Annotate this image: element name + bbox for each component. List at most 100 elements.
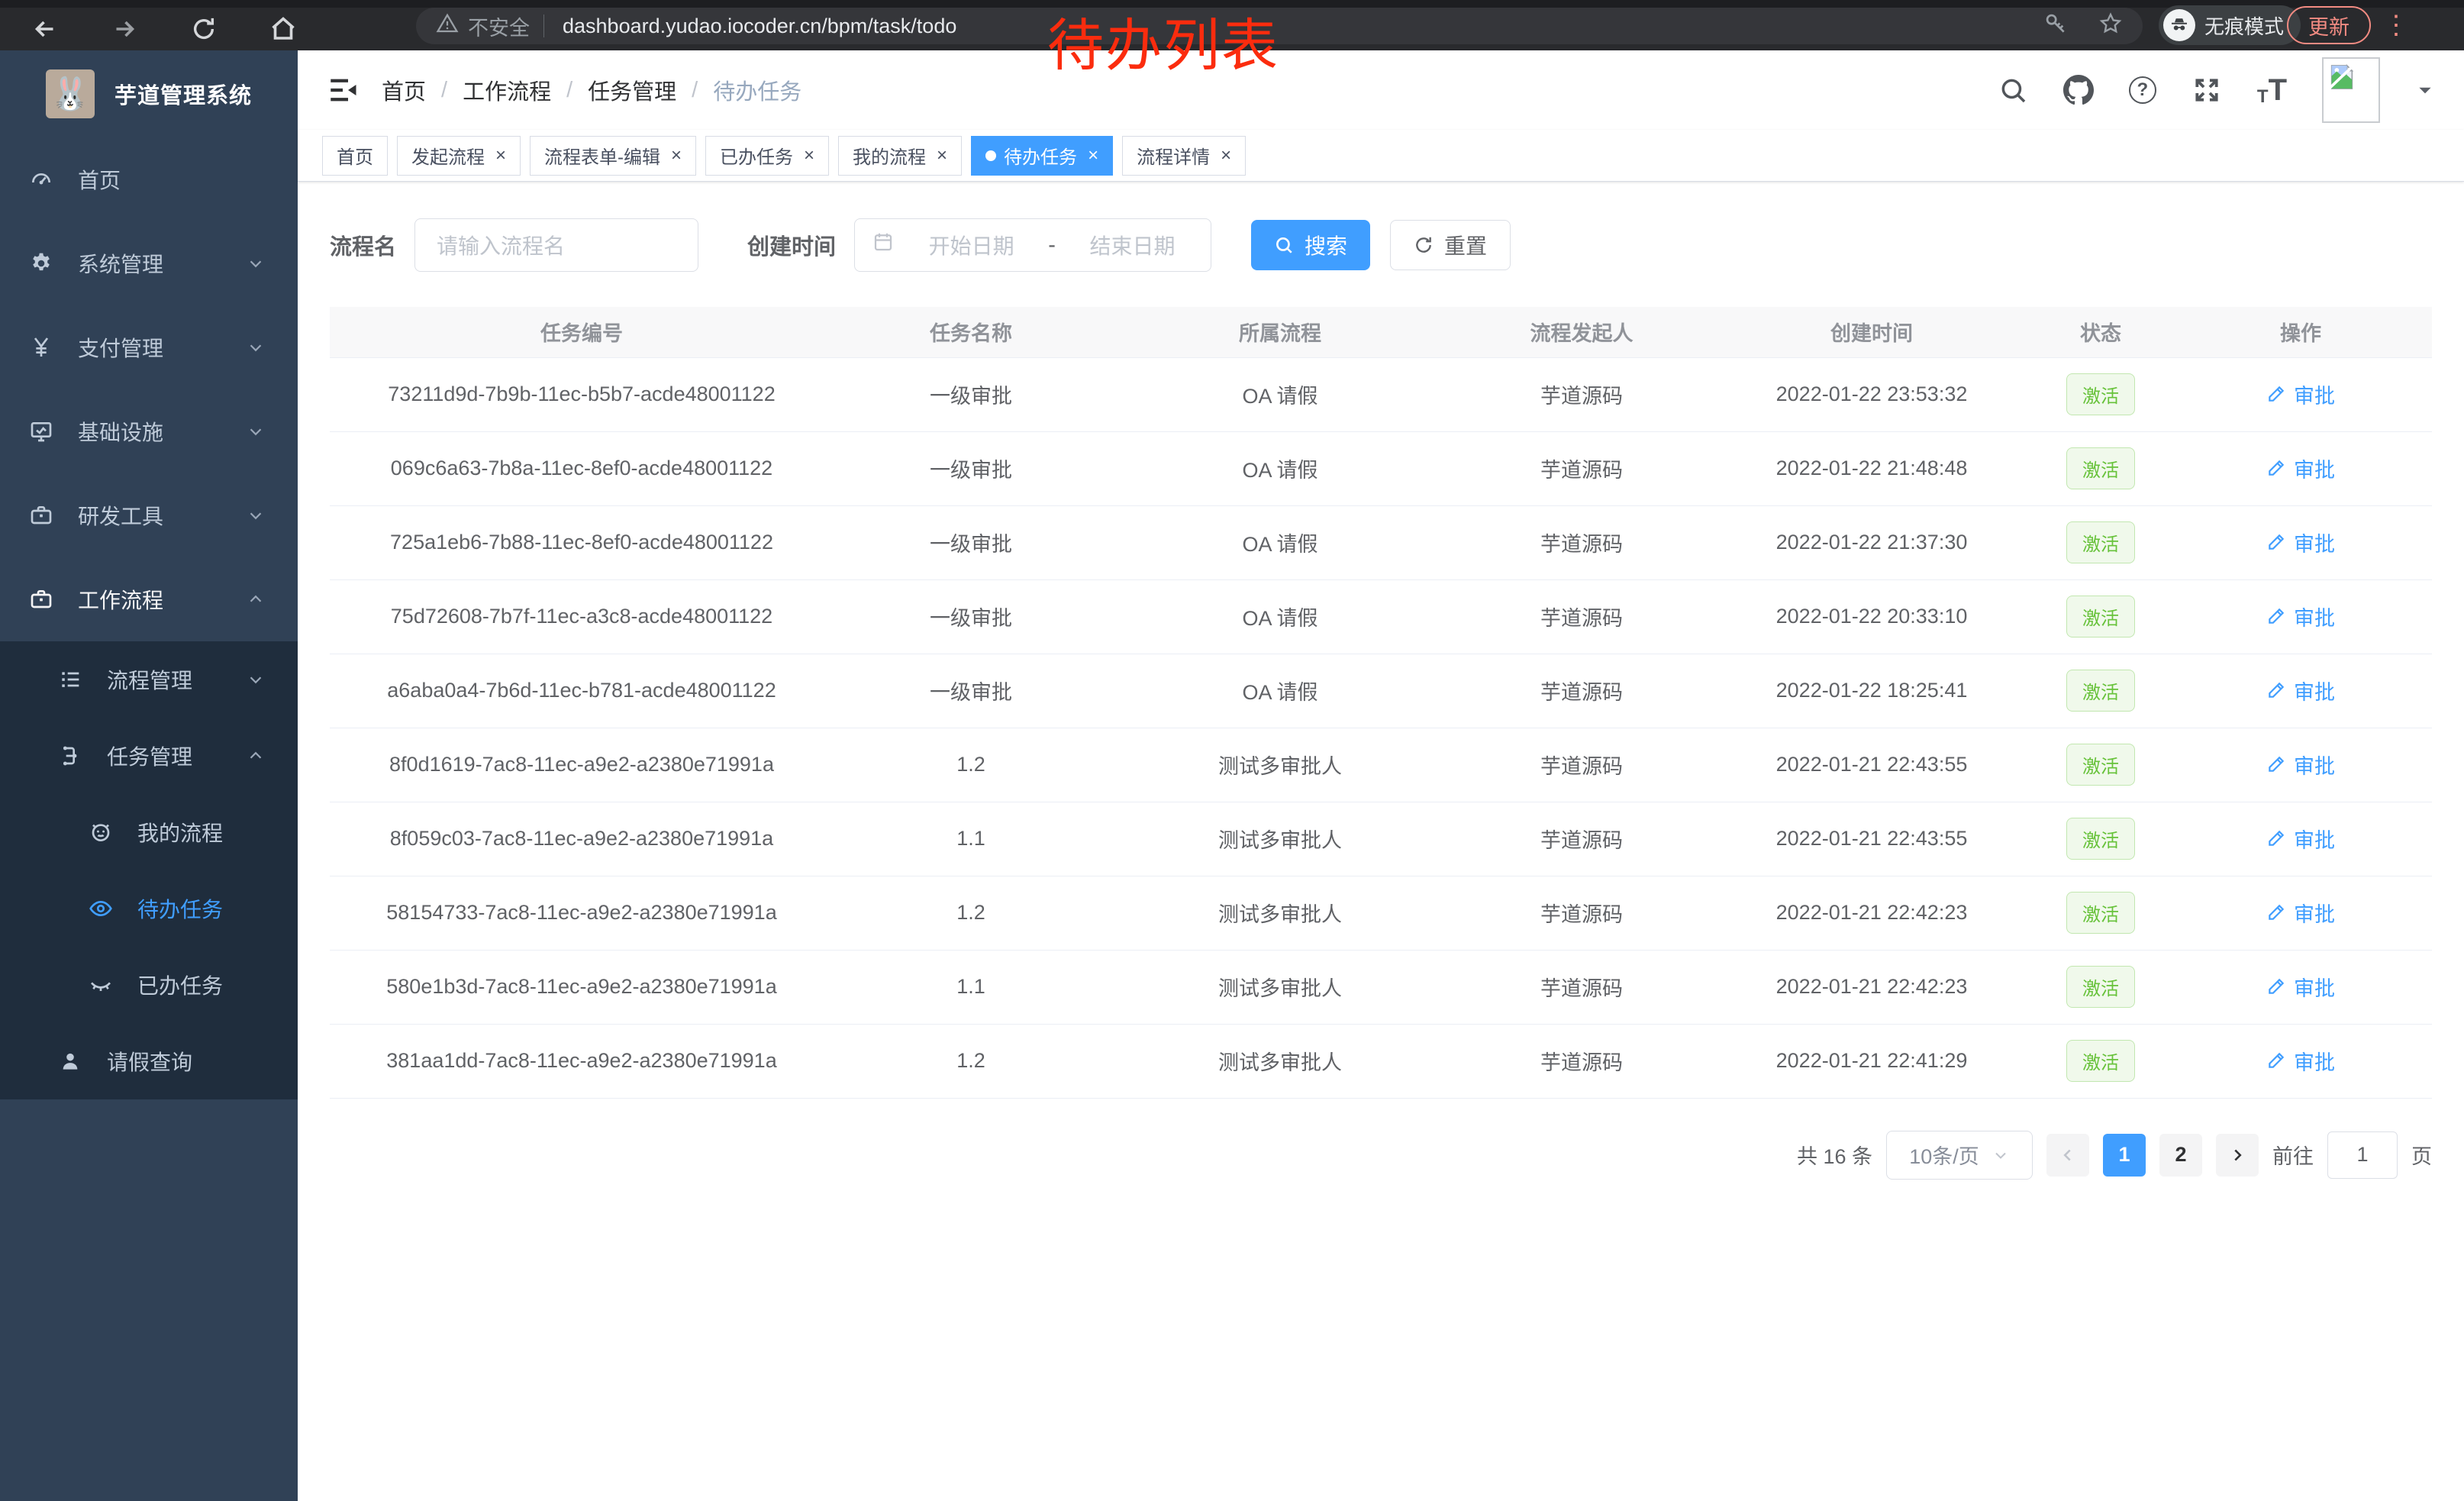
next-page-button[interactable] xyxy=(2216,1133,2259,1177)
avatar[interactable] xyxy=(2322,57,2380,123)
update-button[interactable]: 更新 xyxy=(2287,6,2371,44)
close-icon[interactable]: × xyxy=(1221,144,1232,166)
sidebar-menu: 首页 系统管理支付管理基础设施研发工具 工作流程 流程管理 任务管理 我的流程 待办任务 已办… xyxy=(0,137,298,1099)
tags-view-bar: 首页 发起流程 × 流程表单-编辑 × 已办任务 × 我的流程 × 待办任务 × 流程详情 × xyxy=(298,130,2464,182)
sidebar-item-gear[interactable]: 系统管理 xyxy=(0,221,298,305)
prev-page-button[interactable] xyxy=(2046,1133,2089,1177)
status-badge: 激活 xyxy=(2066,373,2135,415)
status-badge: 激活 xyxy=(2066,1040,2135,1082)
approve-button[interactable]: 审批 xyxy=(2266,1046,2335,1076)
breadcrumb-item[interactable]: 首页 xyxy=(382,80,427,105)
sidebar-item-dashboard[interactable]: 首页 xyxy=(0,137,298,221)
date-range-input[interactable]: 开始日期 - 结束日期 xyxy=(854,218,1212,272)
app-logo-row: 🐰 芋道管理系统 xyxy=(0,50,298,137)
goto-page-input[interactable]: 1 xyxy=(2327,1131,2398,1179)
date-end-placeholder: 结束日期 xyxy=(1089,234,1176,258)
table-row: 58154733-7ac8-11ec-a9e2-a2380e71991a 1.2 测… xyxy=(330,876,2432,951)
search-icon[interactable] xyxy=(1998,75,2028,105)
security-warning-icon[interactable] xyxy=(436,12,459,40)
tab-流程详情[interactable]: 流程详情 × xyxy=(1122,135,1247,176)
breadcrumb-item[interactable]: 任务管理 xyxy=(588,80,677,105)
tab-首页[interactable]: 首页 xyxy=(322,135,388,176)
approve-button[interactable]: 审批 xyxy=(2266,898,2335,928)
password-key-icon[interactable] xyxy=(2043,11,2068,41)
approve-button[interactable]: 审批 xyxy=(2266,676,2335,705)
tab-已办任务[interactable]: 已办任务 × xyxy=(705,135,830,176)
status-badge: 激活 xyxy=(2066,670,2135,712)
chevron-up-icon xyxy=(246,589,266,609)
breadcrumb: 首页 / 工作流程 / 任务管理 / 待办任务 xyxy=(382,74,801,106)
approve-label: 审批 xyxy=(2294,976,2335,1000)
tab-流程表单-编辑[interactable]: 流程表单-编辑 × xyxy=(530,135,697,176)
column-header: 流程发起人 xyxy=(1452,307,1711,358)
sidebar-item-label: 支付管理 xyxy=(78,337,164,360)
list-icon xyxy=(56,666,84,693)
browser-home-icon[interactable] xyxy=(269,15,298,44)
approve-label: 审批 xyxy=(2294,606,2335,630)
approve-button[interactable]: 审批 xyxy=(2266,972,2335,1002)
approve-button[interactable]: 审批 xyxy=(2266,824,2335,854)
tab-我的流程[interactable]: 我的流程 × xyxy=(838,135,963,176)
sidebar-item-yen[interactable]: 支付管理 xyxy=(0,305,298,389)
breadcrumb-item[interactable]: 工作流程 xyxy=(463,80,552,105)
reset-button[interactable]: 重置 xyxy=(1390,220,1511,270)
page-button-1[interactable]: 1 xyxy=(2103,1133,2146,1177)
sidebar-item-briefcase[interactable]: 研发工具 xyxy=(0,473,298,557)
column-header: 创建时间 xyxy=(1711,307,2032,358)
sidebar-item-user[interactable]: 请假查询 xyxy=(0,1023,298,1099)
table-header-row: 任务编号 任务名称 所属流程 流程发起人 创建时间 状态 操作 xyxy=(330,307,2432,358)
cell-action: 审批 xyxy=(2169,728,2432,802)
chevron-down-icon xyxy=(246,421,266,441)
close-icon[interactable]: × xyxy=(1088,144,1099,166)
approve-label: 审批 xyxy=(2294,828,2335,852)
close-icon[interactable]: × xyxy=(671,144,682,166)
approve-button[interactable]: 审批 xyxy=(2266,454,2335,483)
cell-starter: 芋道源码 xyxy=(1452,876,1711,951)
github-icon[interactable] xyxy=(2062,75,2094,105)
cell-status: 激活 xyxy=(2032,950,2169,1025)
sidebar-item-robot[interactable]: 我的流程 xyxy=(0,794,298,870)
browser-forward-icon[interactable] xyxy=(110,15,139,44)
active-tab-dot xyxy=(985,150,997,161)
fullscreen-icon[interactable] xyxy=(2191,75,2222,105)
cell-starter: 芋道源码 xyxy=(1452,357,1711,432)
cell-name: 1.1 xyxy=(834,802,1108,876)
sidebar-item-monitor[interactable]: 基础设施 xyxy=(0,389,298,473)
sidebar-item-label: 基础设施 xyxy=(78,421,164,444)
table-row: 725a1eb6-7b88-11ec-8ef0-acde48001122 一级审批… xyxy=(330,505,2432,580)
search-button[interactable]: 搜索 xyxy=(1251,220,1371,270)
close-icon[interactable]: × xyxy=(495,144,507,166)
breadcrumb-separator: / xyxy=(692,77,698,102)
approve-button[interactable]: 审批 xyxy=(2266,750,2335,780)
sidebar-item-eye[interactable]: 待办任务 xyxy=(0,870,298,947)
page-size-select[interactable]: 10条/页 xyxy=(1886,1130,2033,1180)
approve-button[interactable]: 审批 xyxy=(2266,379,2335,409)
caret-down-icon[interactable] xyxy=(2415,80,2435,100)
close-icon[interactable]: × xyxy=(804,144,815,166)
status-badge: 激活 xyxy=(2066,447,2135,489)
browser-back-icon[interactable] xyxy=(31,15,60,44)
close-icon[interactable]: × xyxy=(937,144,948,166)
approve-label: 审批 xyxy=(2294,384,2335,408)
page-button-2[interactable]: 2 xyxy=(2159,1133,2202,1177)
tab-待办任务[interactable]: 待办任务 × xyxy=(971,135,1114,176)
chevron-down-icon xyxy=(246,337,266,357)
approve-button[interactable]: 审批 xyxy=(2266,528,2335,557)
status-badge: 激活 xyxy=(2066,521,2135,563)
collapse-menu-icon[interactable] xyxy=(327,74,359,106)
browser-reload-icon[interactable] xyxy=(189,15,218,44)
sidebar-item-briefcase[interactable]: 工作流程 xyxy=(0,557,298,641)
browser-menu-icon[interactable]: ⋮ xyxy=(2383,11,2409,40)
approve-button[interactable]: 审批 xyxy=(2266,602,2335,631)
url-bar[interactable]: 不安全 dashboard.yudao.iocoder.cn/bpm/task/… xyxy=(416,8,2143,44)
bookmark-star-icon[interactable] xyxy=(2098,11,2123,41)
tab-发起流程[interactable]: 发起流程 × xyxy=(397,135,521,176)
sidebar-item-list[interactable]: 流程管理 xyxy=(0,641,298,718)
sidebar-item-tree[interactable]: 任务管理 xyxy=(0,718,298,794)
cell-status: 激活 xyxy=(2032,431,2169,506)
sidebar-item-eye-closed[interactable]: 已办任务 xyxy=(0,947,298,1023)
help-icon[interactable]: ? xyxy=(2128,76,2156,104)
cell-status: 激活 xyxy=(2032,505,2169,580)
process-name-input[interactable]: 请输入流程名 xyxy=(414,218,699,272)
